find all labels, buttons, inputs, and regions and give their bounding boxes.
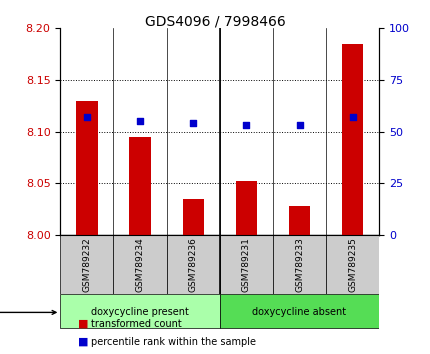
Text: transformed count: transformed count <box>90 319 181 329</box>
FancyBboxPatch shape <box>272 235 326 294</box>
Bar <box>235 181 256 235</box>
Text: GSM789231: GSM789231 <box>241 237 250 292</box>
Point <box>83 114 90 120</box>
FancyBboxPatch shape <box>166 235 219 294</box>
Text: doxycycline absent: doxycycline absent <box>252 307 346 318</box>
Text: growth protocol: growth protocol <box>0 307 56 318</box>
Text: doxycycline present: doxycycline present <box>91 307 189 318</box>
Bar <box>182 199 203 235</box>
Point <box>348 114 355 120</box>
Point <box>136 119 143 124</box>
FancyBboxPatch shape <box>113 235 166 294</box>
Text: ■: ■ <box>77 337 88 347</box>
Text: GSM789236: GSM789236 <box>188 237 197 292</box>
Text: percentile rank within the sample: percentile rank within the sample <box>90 337 255 347</box>
FancyBboxPatch shape <box>60 235 113 294</box>
Point <box>295 122 302 128</box>
Bar <box>129 137 150 235</box>
Text: GDS4096 / 7998466: GDS4096 / 7998466 <box>145 14 285 28</box>
Text: GSM789235: GSM789235 <box>347 237 356 292</box>
FancyBboxPatch shape <box>219 294 378 328</box>
Bar <box>288 206 310 235</box>
FancyBboxPatch shape <box>219 235 272 294</box>
Point <box>243 122 249 128</box>
Text: GSM789233: GSM789233 <box>295 237 303 292</box>
Bar <box>76 101 97 235</box>
FancyBboxPatch shape <box>326 235 378 294</box>
Point <box>189 120 196 126</box>
Text: GSM789234: GSM789234 <box>135 237 144 292</box>
Text: ■: ■ <box>77 319 88 329</box>
Text: GSM789232: GSM789232 <box>82 237 91 292</box>
Bar <box>341 44 362 235</box>
FancyBboxPatch shape <box>60 294 219 328</box>
